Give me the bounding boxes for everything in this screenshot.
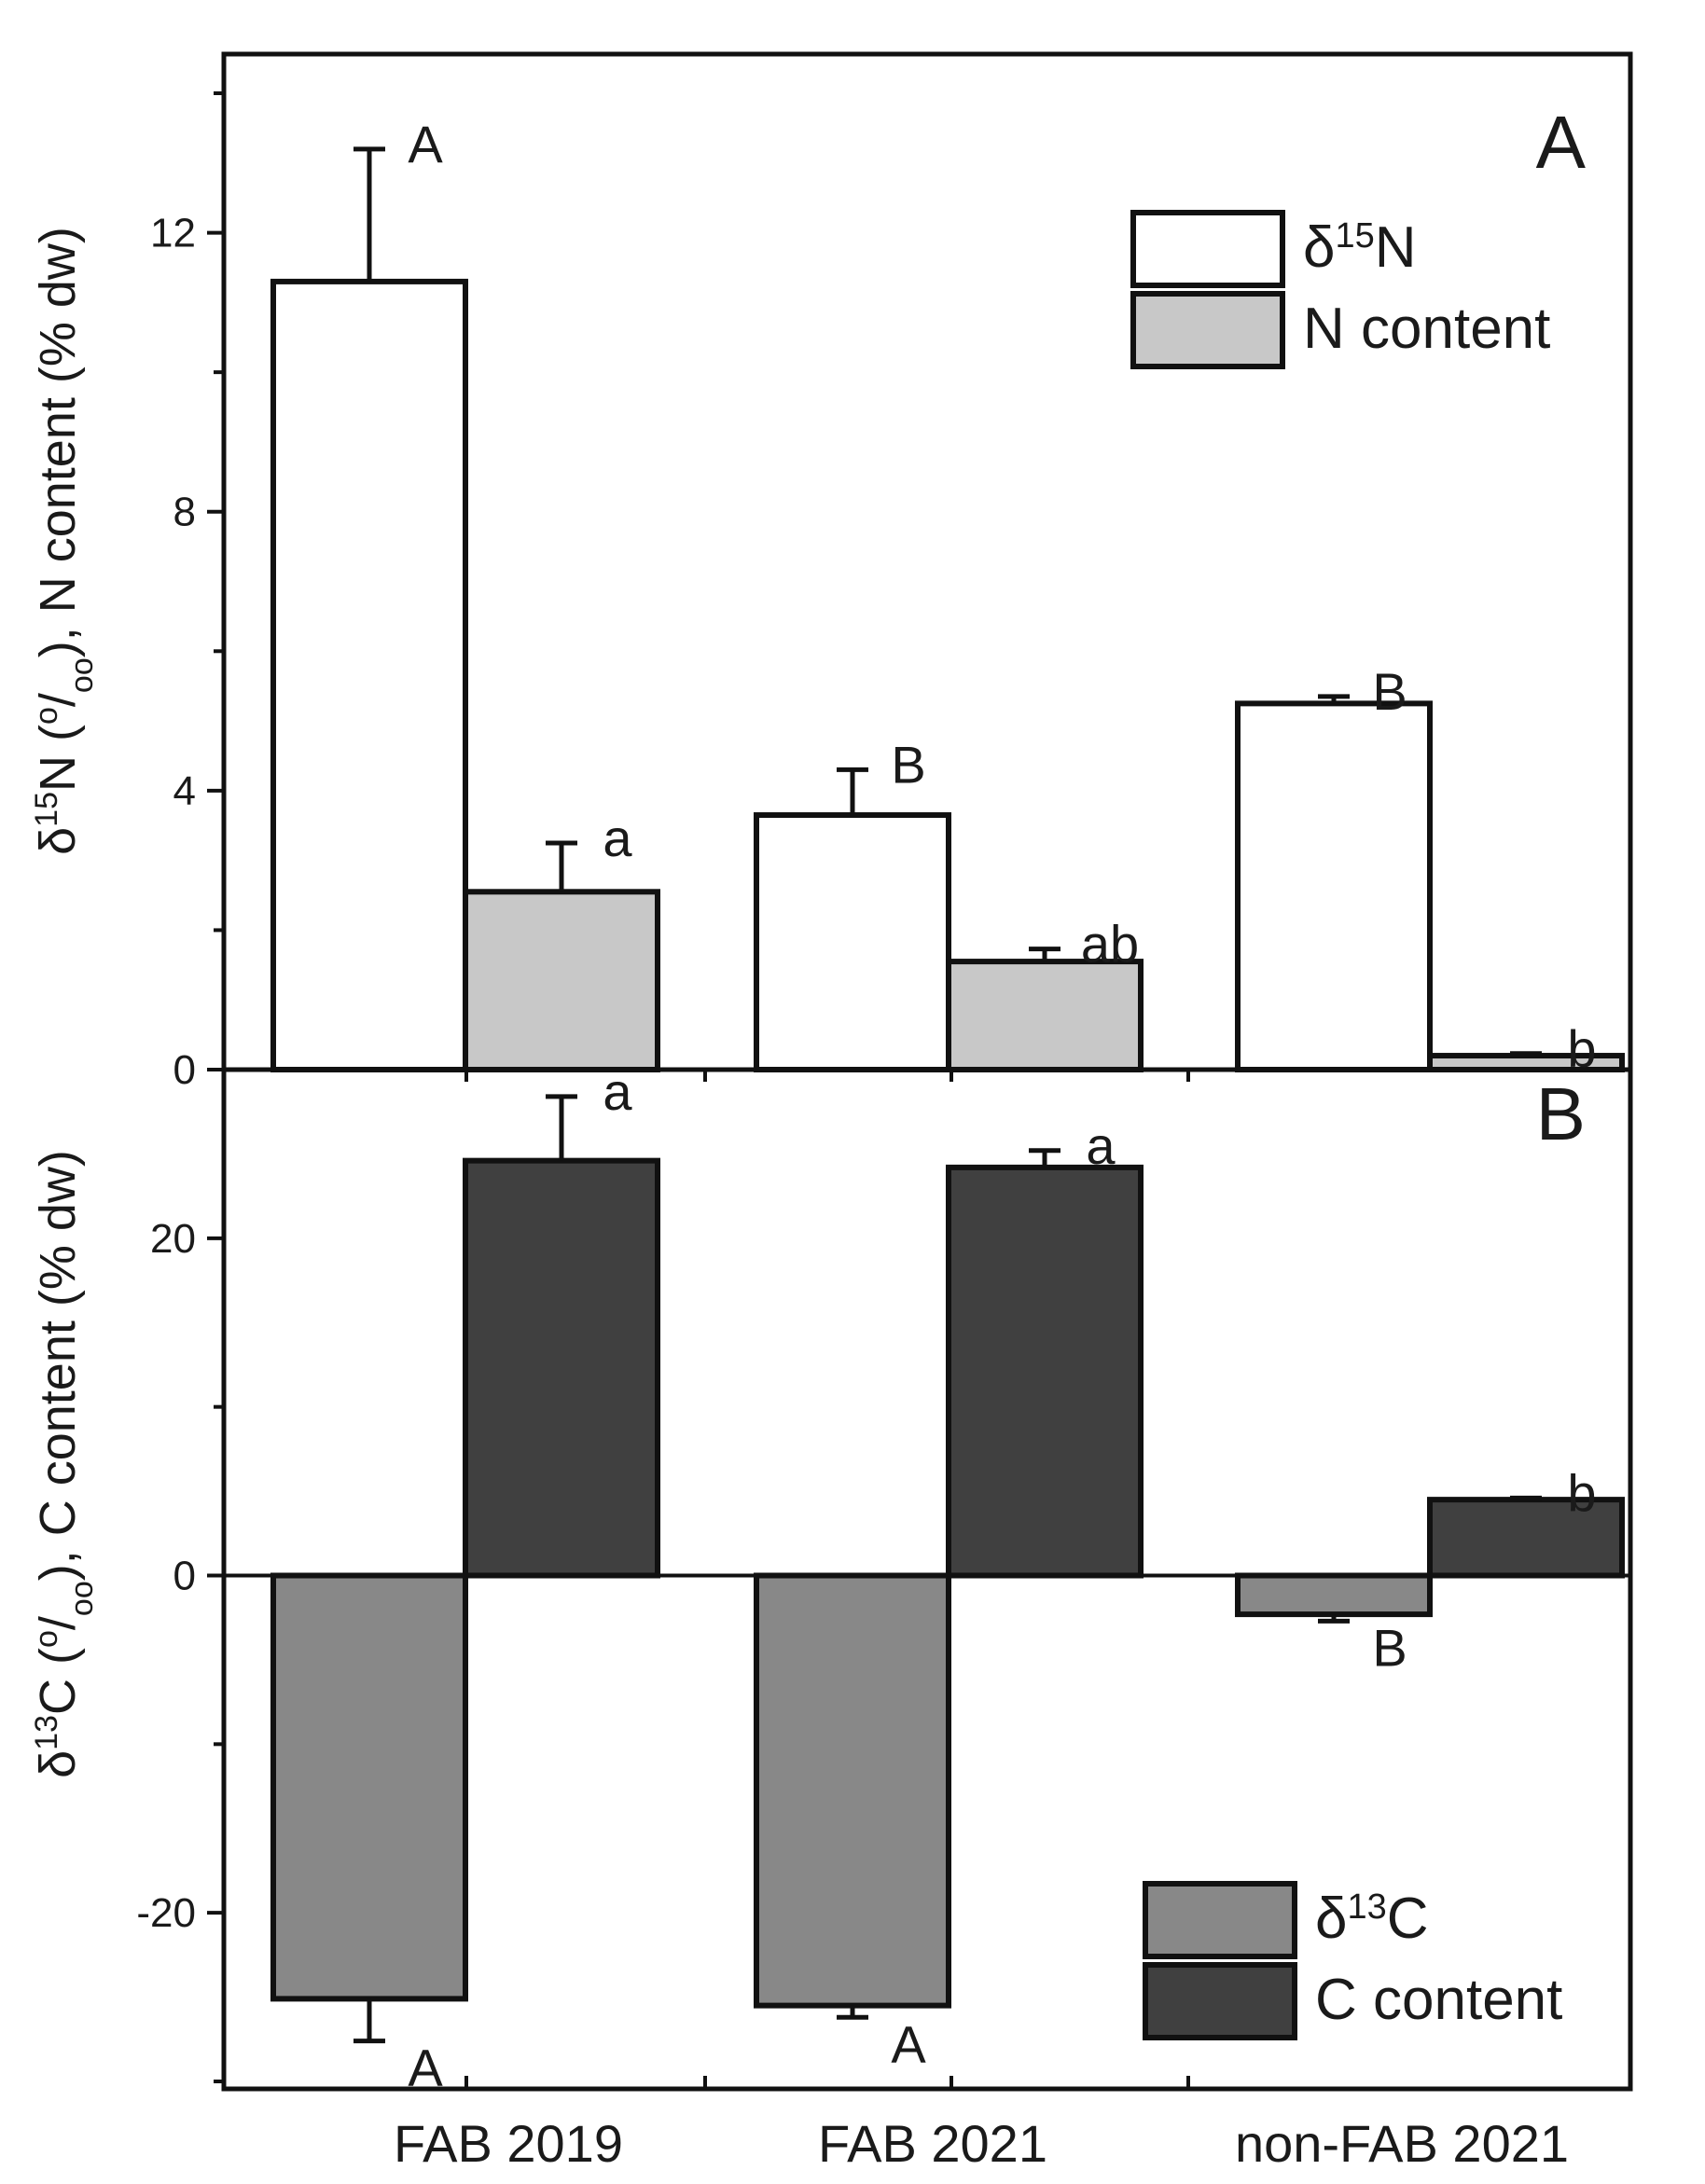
legend-swatch [1130,291,1285,369]
y-axis-label: δ15N (o/oo), N content (% dw) [29,227,100,855]
bar [1427,1497,1625,1579]
significance-letter: a [603,1062,632,1121]
y-tick-label: 0 [173,1554,196,1599]
y-tick-label: 4 [173,768,196,814]
legend-label: δ13C [1315,1887,1429,1951]
legend-swatch [1130,210,1285,288]
y-tick-label: 20 [150,1216,196,1262]
bar [754,812,951,1073]
significance-letter: A [408,2039,443,2097]
x-category-label: FAB 2019 [394,2114,623,2173]
legend-label: δ15N [1303,215,1417,280]
significance-letter: a [603,809,632,867]
bar [1235,1572,1433,1618]
legend-label: N content [1303,297,1550,361]
significance-letter: B [1372,1618,1407,1677]
significance-letter: a [1086,1116,1116,1175]
bar [754,1572,951,2009]
y-tick-label: 0 [173,1047,196,1093]
bar [463,1157,660,1579]
y-tick-label: 12 [150,211,196,256]
bar [1235,700,1433,1072]
panel-label: B [1536,1072,1586,1155]
legend-label: C content [1315,1968,1562,2032]
significance-letter: b [1567,1019,1596,1078]
significance-letter: B [891,735,925,794]
x-category-label: FAB 2021 [818,2114,1047,2173]
significance-letter: A [891,2014,926,2073]
y-tick-label: -20 [136,1890,196,1936]
significance-letter: ab [1081,915,1139,974]
y-tick-label: 8 [173,490,196,535]
bar [946,1164,1144,1579]
y-axis-label: δ13C (o/oo), C content (% dw) [29,1150,100,1778]
bar [270,278,468,1072]
significance-letter: B [1372,662,1407,721]
bar [270,1572,468,2002]
bar [946,959,1144,1073]
x-category-label: non-FAB 2021 [1235,2114,1569,2173]
significance-letter: A [408,115,443,173]
bar [463,889,660,1073]
significance-letter: b [1567,1463,1596,1522]
panel-label: A [1536,101,1587,184]
legend-swatch [1143,1962,1297,2040]
legend-swatch [1143,1881,1297,1959]
